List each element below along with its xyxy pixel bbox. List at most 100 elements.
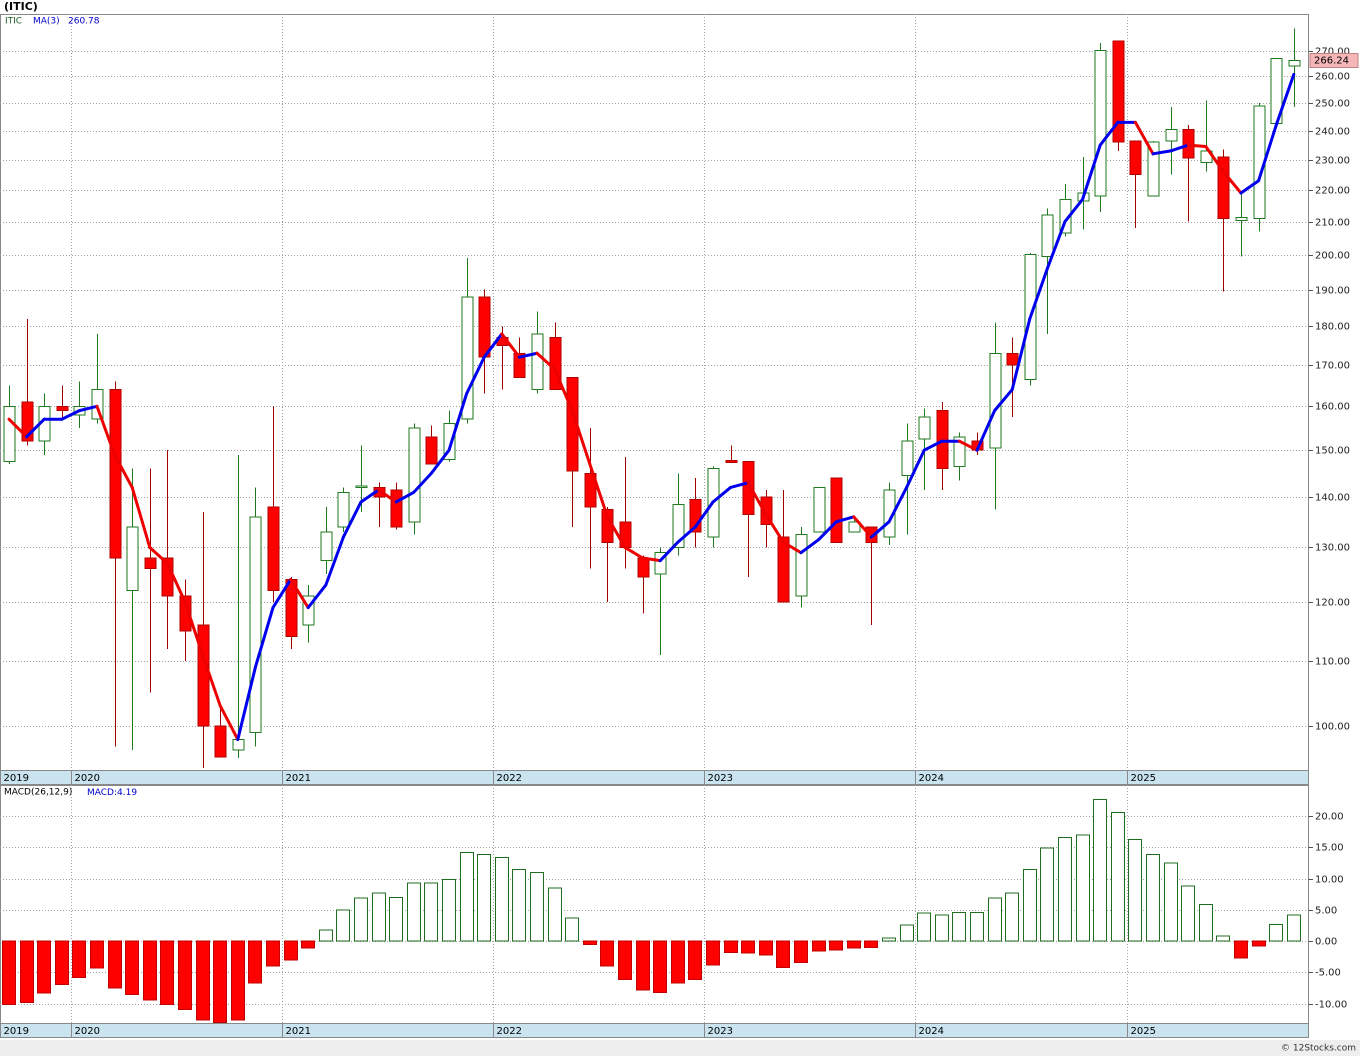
ma-segment	[975, 409, 997, 452]
ma-segment	[905, 448, 926, 489]
macd-bar	[812, 940, 826, 952]
macd-bar	[143, 940, 157, 1001]
chart-title: (ITIC)	[4, 0, 38, 13]
macd-bar	[1146, 853, 1160, 942]
candle-body	[3, 405, 16, 463]
ma-segment	[236, 665, 257, 742]
candle-body	[179, 595, 192, 632]
macd-bar	[917, 912, 931, 942]
ma-segment	[412, 471, 433, 494]
candle-body	[443, 423, 456, 460]
candle-body	[320, 531, 333, 562]
candle-body	[777, 536, 790, 603]
macd-bar	[1164, 862, 1178, 942]
ma-segment	[1221, 170, 1243, 195]
candle-body	[1041, 214, 1054, 257]
macd-bar	[248, 940, 262, 984]
macd-bar	[37, 940, 51, 994]
ma-segment	[306, 583, 328, 610]
candle-body	[249, 516, 262, 734]
y-tick-label: 230.00	[1315, 156, 1350, 167]
y-tick-label: 200.00	[1315, 251, 1350, 262]
macd-bar	[1234, 940, 1248, 959]
ma-segment	[781, 540, 803, 555]
macd-bar	[20, 940, 34, 1003]
candle-body	[408, 427, 421, 523]
ma-segment	[535, 351, 557, 371]
legend-symbol: ITIC	[5, 17, 22, 27]
ma-segment	[1098, 120, 1120, 147]
candle-body	[725, 460, 738, 464]
macd-bar	[776, 940, 790, 968]
y-tick-label: 220.00	[1315, 186, 1350, 197]
ma-segment	[922, 439, 944, 452]
y-tick-label: -5.00	[1315, 968, 1341, 979]
candle-body	[91, 389, 104, 420]
macd-bar	[794, 940, 808, 963]
ma-segment	[271, 578, 293, 610]
candle-body	[144, 557, 157, 570]
y-tick-label: 260.00	[1315, 72, 1350, 83]
candle-body	[513, 352, 526, 378]
macd-title: MACD(26,12,9)	[4, 788, 72, 798]
candle-body	[21, 401, 34, 442]
ma-segment	[993, 388, 1014, 413]
ma-segment	[1063, 197, 1085, 224]
ma-segment	[834, 515, 856, 524]
macd-bar	[1269, 923, 1283, 942]
macd-bar	[847, 940, 861, 949]
candle-body	[1129, 140, 1142, 176]
macd-bar	[565, 917, 579, 942]
candle-body	[848, 521, 861, 533]
macd-bar	[460, 851, 474, 942]
y-tick-label: -10.00	[1315, 1000, 1347, 1011]
ma-segment	[1186, 143, 1208, 149]
ma-segment	[1239, 179, 1261, 195]
y-tick-label: 10.00	[1315, 875, 1344, 886]
ma-segment	[1257, 123, 1278, 183]
candle-body	[197, 624, 210, 727]
ma-segment	[799, 538, 821, 555]
macd-bar	[160, 940, 174, 1005]
x-tick-label: 2024	[919, 773, 944, 784]
ma-segment	[1204, 145, 1225, 174]
x-tick-label: 2019	[4, 773, 29, 784]
ma-segment	[359, 488, 381, 504]
ma-segment	[588, 462, 609, 519]
ma-segment	[113, 453, 134, 489]
macd-bar	[829, 940, 843, 951]
macd-bar	[1076, 834, 1090, 942]
macd-bar	[1111, 811, 1125, 942]
macd-bar	[653, 940, 667, 993]
macd-bar	[1216, 935, 1230, 942]
candle-body	[689, 499, 702, 533]
macd-bar	[266, 940, 280, 967]
ma-segment	[394, 490, 416, 504]
macd-bar	[424, 882, 438, 942]
macd-bar	[530, 871, 544, 942]
ma-segment	[324, 535, 345, 587]
ma-segment	[218, 704, 240, 742]
candle-body	[109, 389, 122, 559]
ma-segment	[641, 556, 662, 563]
y-tick-label: 190.00	[1315, 286, 1350, 297]
y-tick-label: 270.00	[1315, 47, 1350, 58]
ma-segment	[764, 512, 785, 544]
ma-segment	[500, 332, 521, 359]
candle-body	[742, 461, 755, 515]
footer-bar	[0, 1040, 1360, 1056]
y-tick-label: 5.00	[1315, 906, 1337, 917]
candle-body	[1112, 40, 1125, 143]
ma-segment	[1010, 317, 1032, 392]
candle-body	[1094, 50, 1107, 197]
macd-bar	[319, 929, 333, 942]
ma-segment	[130, 485, 152, 549]
ma-segment	[623, 545, 645, 560]
macd-bar	[231, 940, 245, 1021]
legend-ma: MA(3)	[33, 17, 60, 27]
candle-body	[654, 552, 667, 575]
x-tick-label: 2019	[4, 1026, 29, 1037]
macd-bar	[952, 911, 966, 942]
macd-bar	[389, 896, 403, 942]
ma-segment	[605, 515, 627, 549]
